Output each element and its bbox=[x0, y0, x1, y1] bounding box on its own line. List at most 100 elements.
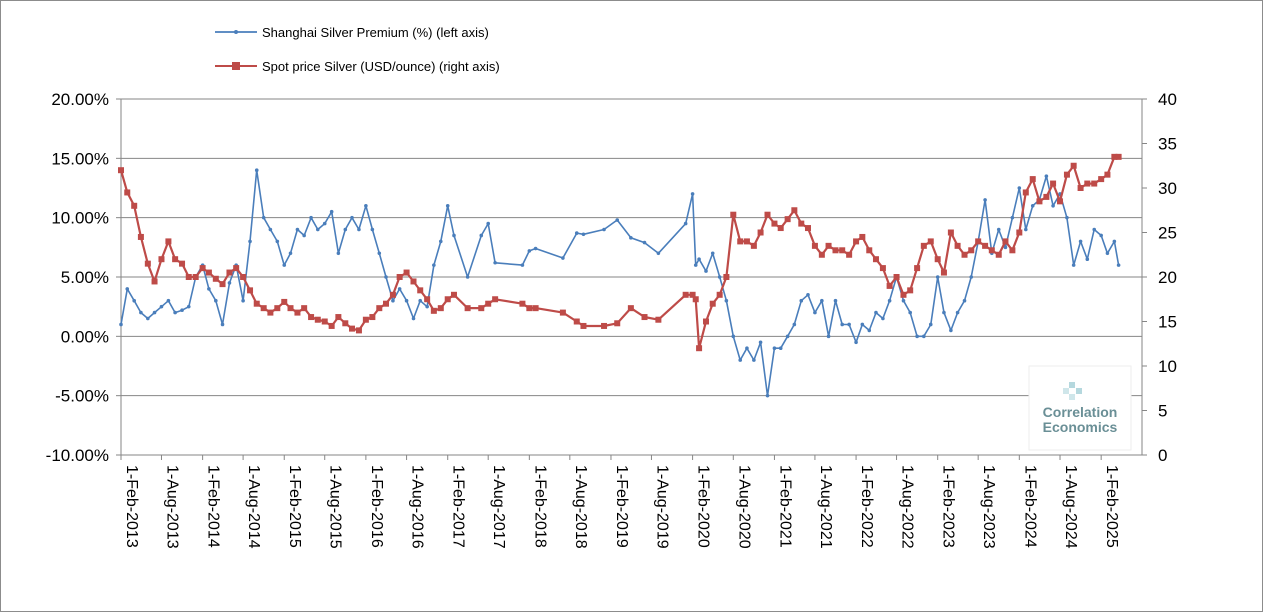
spot-point bbox=[886, 282, 893, 289]
premium-point bbox=[820, 298, 824, 303]
x-tick-label: 1-Aug-2014 bbox=[245, 465, 262, 549]
spot-point bbox=[573, 318, 580, 325]
premium-point bbox=[1116, 263, 1121, 267]
y-right-tick-label: 40 bbox=[1158, 90, 1177, 109]
premium-point bbox=[336, 251, 341, 256]
spot-point bbox=[682, 291, 689, 298]
x-ticks: 1-Feb-2013 1-Aug-2013 1-Feb-2014 1-Aug-2014… bbox=[120, 455, 1120, 549]
premium-point bbox=[969, 275, 974, 279]
spot-point bbox=[907, 287, 914, 294]
premium-point bbox=[962, 298, 967, 303]
spot-point bbox=[247, 287, 254, 294]
premium-point bbox=[724, 298, 729, 303]
spot-point bbox=[1050, 180, 1057, 187]
premium-point bbox=[268, 227, 273, 232]
legend-premium-marker bbox=[234, 30, 238, 34]
premium-point bbox=[533, 246, 538, 251]
premium-point bbox=[908, 310, 912, 315]
spot-point bbox=[444, 296, 451, 303]
spot-point bbox=[485, 300, 492, 307]
premium-point bbox=[295, 227, 300, 232]
premium-point bbox=[778, 346, 783, 351]
premium-point bbox=[214, 298, 218, 303]
spot-point bbox=[165, 238, 172, 245]
y-left-tick-label: 20.00% bbox=[51, 90, 109, 109]
spot-point bbox=[580, 322, 587, 329]
spot-point bbox=[389, 291, 396, 298]
spot-point bbox=[689, 291, 696, 298]
watermark-box bbox=[1028, 365, 1132, 451]
premium-point bbox=[840, 322, 845, 327]
y-right-tick-label: 35 bbox=[1158, 135, 1177, 154]
premium-point bbox=[942, 310, 946, 315]
spot-point bbox=[151, 278, 158, 285]
premium-point bbox=[1024, 227, 1028, 232]
spot-point bbox=[879, 265, 886, 272]
premium-point bbox=[690, 192, 695, 196]
spot-point bbox=[771, 220, 778, 227]
premium-point bbox=[152, 310, 157, 315]
premium-point bbox=[792, 322, 797, 327]
y-right-tick-label: 0 bbox=[1158, 446, 1167, 465]
premium-point bbox=[955, 310, 960, 315]
spot-point bbox=[777, 225, 784, 232]
spot-point bbox=[927, 238, 934, 245]
x-tick-label: 1-Aug-2022 bbox=[899, 465, 916, 549]
x-tick-label: 1-Feb-2019 bbox=[613, 465, 630, 548]
premium-point bbox=[282, 263, 287, 267]
premium-point bbox=[1085, 257, 1090, 262]
x-tick-label: 1-Feb-2018 bbox=[531, 465, 548, 548]
premium-point bbox=[915, 334, 919, 339]
premium-point bbox=[901, 298, 906, 303]
spot-point bbox=[825, 242, 832, 249]
spot-point bbox=[655, 316, 662, 323]
x-tick-label: 1-Aug-2016 bbox=[409, 465, 426, 549]
premium-point bbox=[799, 298, 804, 303]
spot-point bbox=[137, 233, 144, 240]
premium-point bbox=[697, 257, 701, 262]
spot-point bbox=[1009, 247, 1016, 254]
x-tick-label: 1-Aug-2015 bbox=[327, 465, 344, 549]
spot-point bbox=[478, 305, 485, 312]
premium-point bbox=[315, 227, 320, 232]
y-left-tick-label: 15.00% bbox=[51, 149, 109, 168]
legend: Shanghai Silver Premium (%) (left axis) … bbox=[215, 25, 500, 74]
spot-point bbox=[723, 274, 730, 280]
spot-point bbox=[362, 316, 369, 323]
spot-point bbox=[519, 300, 526, 307]
premium-point bbox=[404, 298, 409, 303]
premium-point bbox=[922, 334, 926, 339]
premium-point bbox=[520, 263, 525, 267]
premium-point bbox=[1051, 204, 1055, 208]
spot-point bbox=[764, 211, 771, 218]
premium-point bbox=[159, 304, 164, 309]
premium-point bbox=[132, 298, 136, 303]
spot-point bbox=[934, 256, 941, 263]
spot-point bbox=[342, 320, 349, 327]
premium-point bbox=[119, 322, 123, 327]
premium-point bbox=[254, 168, 259, 172]
x-tick-label: 1-Feb-2020 bbox=[695, 465, 712, 548]
spot-point bbox=[437, 305, 444, 312]
spot-point bbox=[179, 260, 186, 267]
spot-point bbox=[743, 238, 750, 245]
spot-point bbox=[641, 314, 648, 321]
y-left-tick-label: 0.00% bbox=[61, 327, 109, 346]
premium-point bbox=[629, 236, 633, 240]
premium-point bbox=[207, 287, 211, 291]
spot-point bbox=[730, 211, 737, 218]
premium-point bbox=[745, 346, 749, 351]
spot-point bbox=[410, 278, 417, 285]
premium-point bbox=[370, 227, 375, 232]
premium-point bbox=[479, 233, 484, 238]
spot-point bbox=[267, 309, 274, 316]
spot-point bbox=[982, 242, 989, 249]
spot-point bbox=[696, 345, 703, 352]
spot-point bbox=[492, 296, 499, 303]
premium-point bbox=[847, 322, 851, 327]
premium-point bbox=[384, 275, 388, 279]
spot-point bbox=[900, 291, 907, 298]
premium-point bbox=[397, 287, 402, 291]
premium-point bbox=[581, 232, 586, 237]
watermark-line1: Correlation bbox=[1043, 404, 1118, 420]
